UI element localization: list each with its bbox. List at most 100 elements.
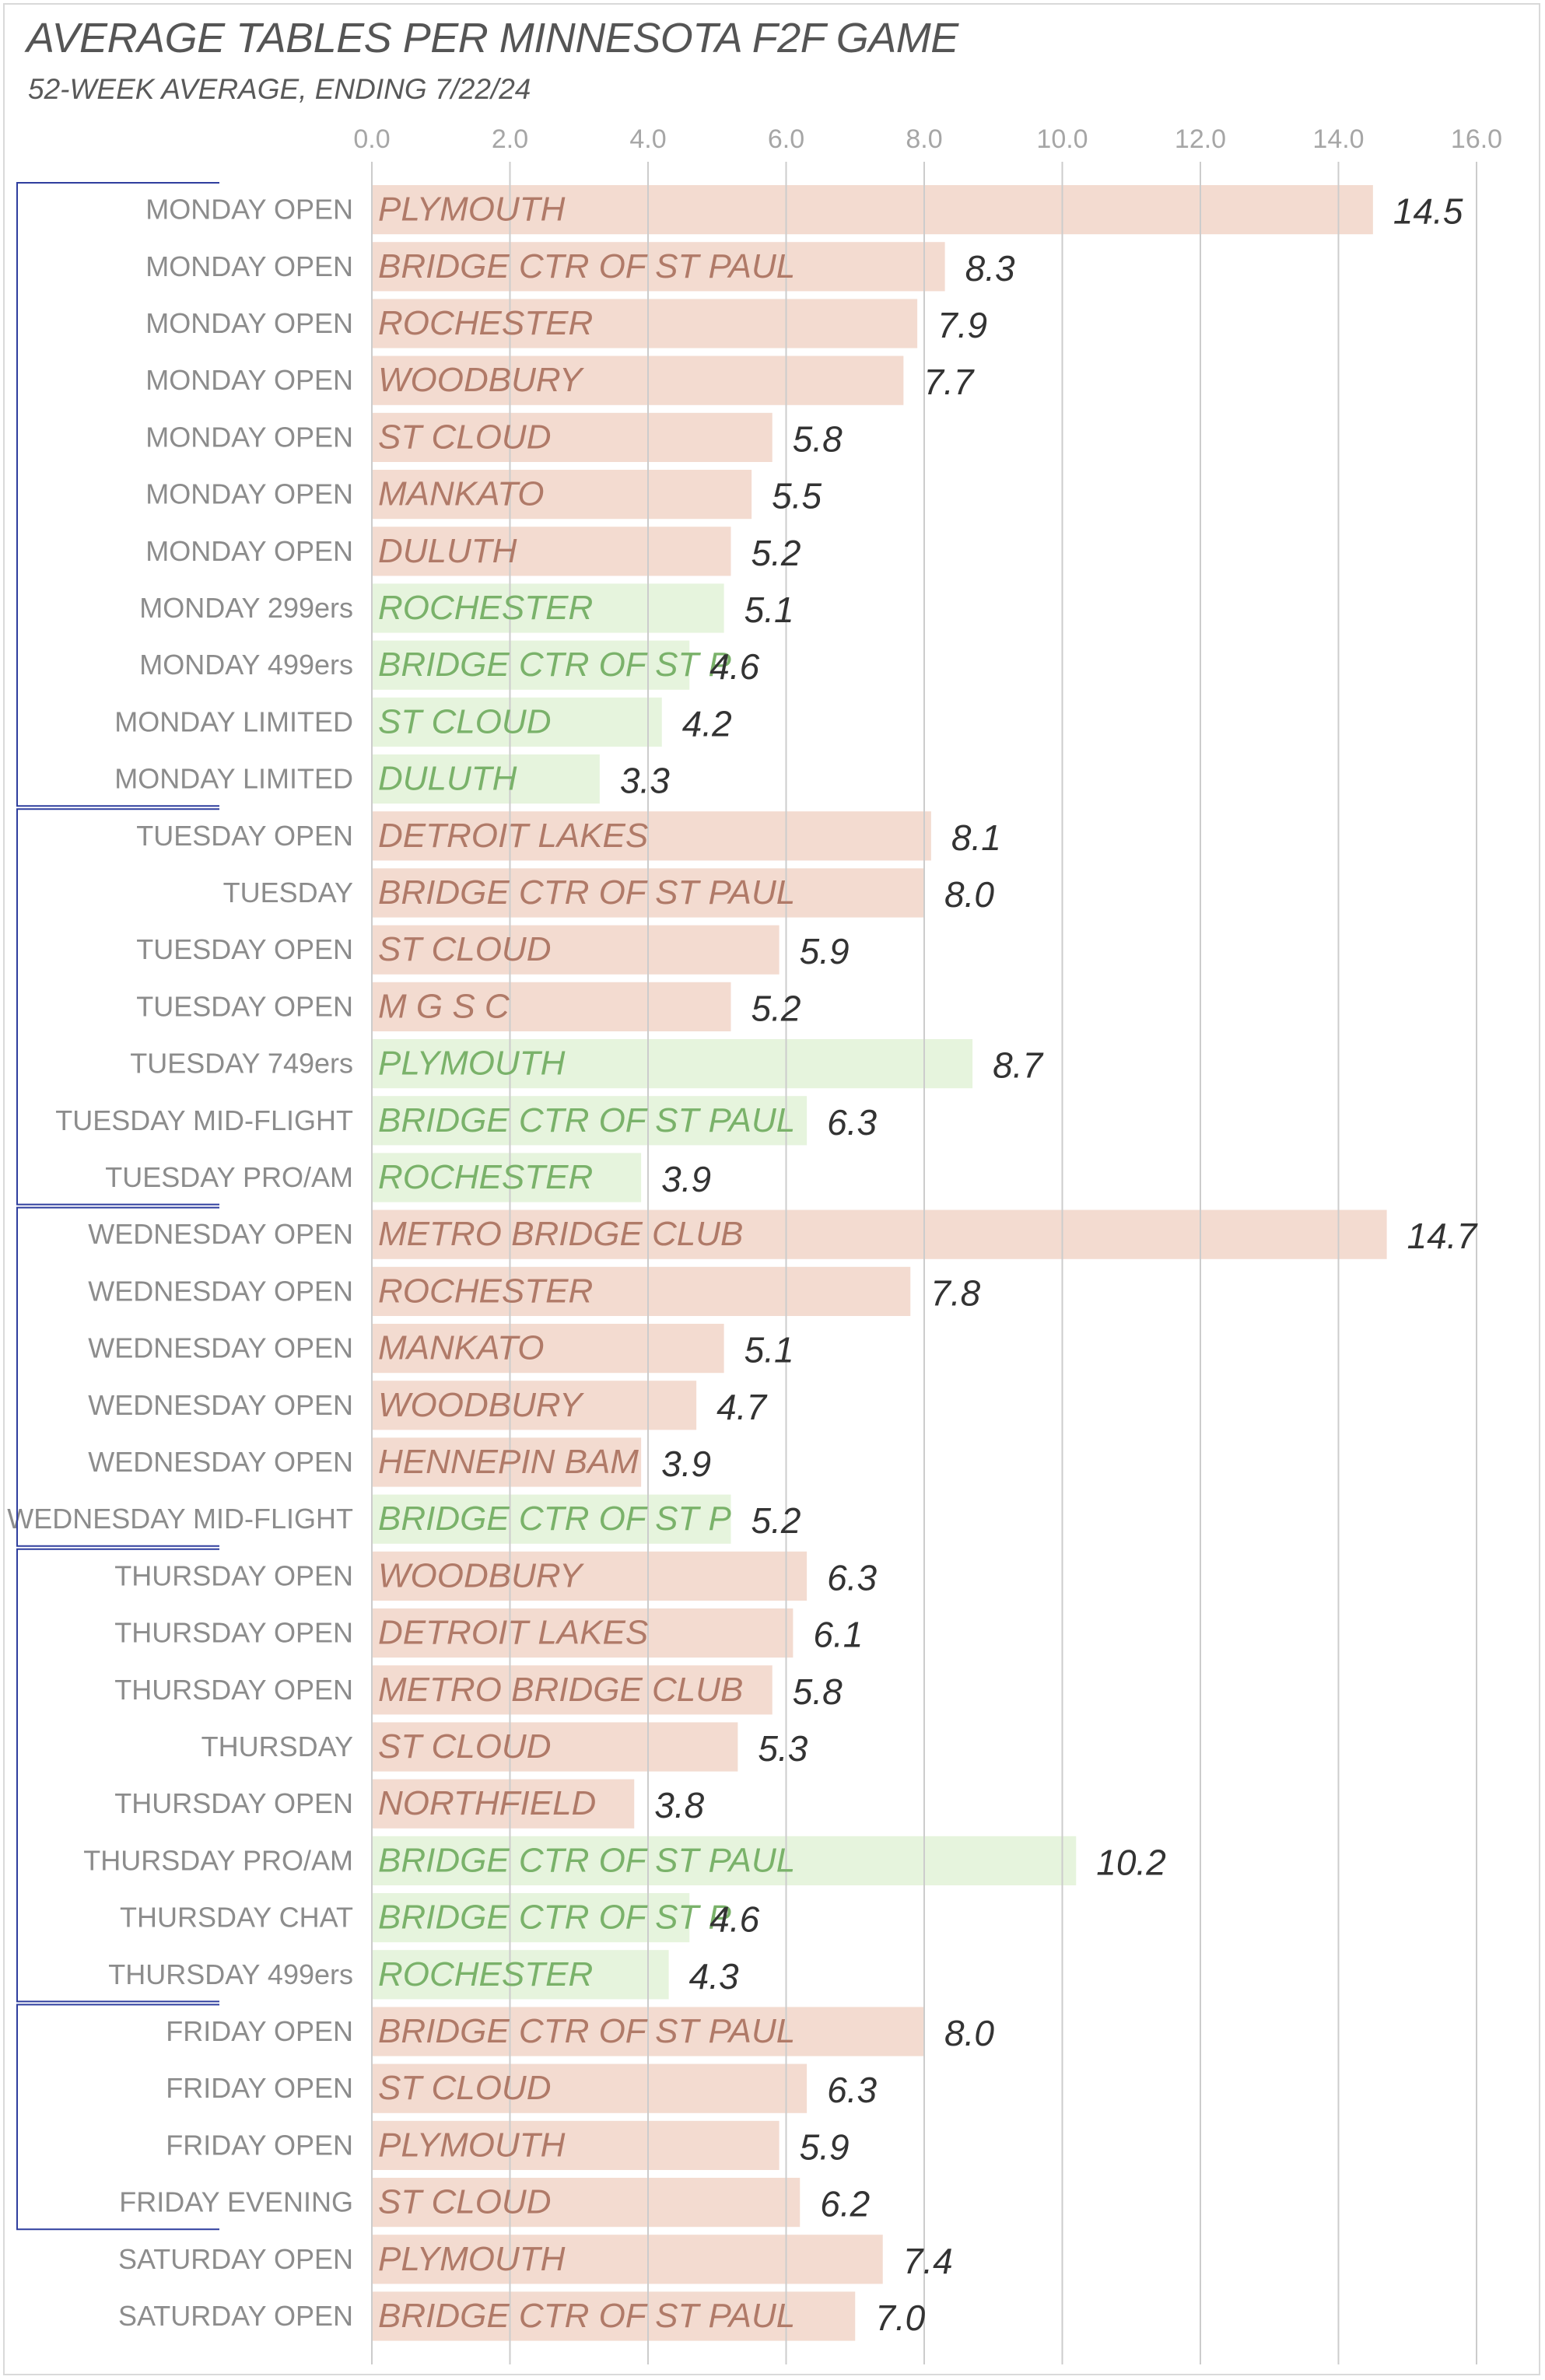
value-label: 6.3 <box>827 1557 877 1598</box>
category-label: WEDNESDAY OPEN <box>88 1446 353 1478</box>
x-tick-label: 14.0 <box>1312 124 1364 154</box>
bar <box>372 412 772 462</box>
bar <box>372 1893 690 1943</box>
bar <box>372 470 752 520</box>
bar-club-label: M G S C <box>378 987 510 1025</box>
category-label: MONDAY OPEN <box>145 194 353 226</box>
category-label: MONDAY OPEN <box>145 307 353 339</box>
category-label: MONDAY LIMITED <box>114 763 353 795</box>
category-label: FRIDAY OPEN <box>166 2072 353 2104</box>
bar-club-label: MANKATO <box>378 1329 545 1367</box>
bar <box>372 982 731 1031</box>
bar-club-label: BRIDGE CTR OF ST PAUL <box>378 873 795 912</box>
bar-club-label: WOODBURY <box>378 1556 584 1594</box>
bar <box>372 1722 738 1772</box>
value-label: 4.7 <box>716 1387 767 1427</box>
bar-club-label: BRIDGE CTR OF ST P <box>378 1500 732 1538</box>
category-label: TUESDAY PRO/AM <box>105 1161 353 1193</box>
x-tick-label: 0.0 <box>353 124 390 154</box>
category-label: WEDNESDAY OPEN <box>88 1389 353 1421</box>
value-label: 7.4 <box>903 2241 953 2281</box>
bar <box>372 1551 808 1601</box>
value-label: 3.3 <box>620 761 670 801</box>
category-label: FRIDAY EVENING <box>119 2186 353 2218</box>
bar <box>372 1665 772 1715</box>
x-tick-label: 12.0 <box>1175 124 1226 154</box>
bar <box>372 1324 724 1374</box>
bar-club-label: BRIDGE CTR OF ST PAUL <box>378 247 795 285</box>
x-tick-label: 10.0 <box>1036 124 1088 154</box>
bar-club-label: MANKATO <box>378 475 545 513</box>
value-label: 8.0 <box>944 874 994 915</box>
bar-club-label: BRIDGE CTR OF ST P <box>378 646 732 684</box>
bar <box>372 640 690 690</box>
category-label: MONDAY OPEN <box>145 250 353 282</box>
bar-club-label: BRIDGE CTR OF ST PAUL <box>378 1841 795 1879</box>
value-label: 7.8 <box>930 1272 980 1313</box>
bar-club-label: ROCHESTER <box>378 589 593 627</box>
bar <box>372 1039 973 1089</box>
value-label: 6.3 <box>827 1102 877 1143</box>
bar <box>372 1950 669 2000</box>
value-label: 14.5 <box>1393 191 1463 232</box>
x-tick-label: 8.0 <box>906 124 942 154</box>
category-label: MONDAY 499ers <box>139 649 353 681</box>
day-group-bracket <box>16 1206 219 1547</box>
bar-club-label: PLYMOUTH <box>378 2126 566 2164</box>
value-label: 5.5 <box>772 476 822 516</box>
bar-club-label: WOODBURY <box>378 1386 584 1424</box>
bar-club-label: ROCHESTER <box>378 304 593 342</box>
value-label: 4.3 <box>689 1956 739 1997</box>
bar-club-label: NORTHFIELD <box>378 1784 596 1822</box>
bar <box>372 185 1373 235</box>
category-label: WEDNESDAY OPEN <box>88 1275 353 1307</box>
x-tick-label: 16.0 <box>1451 124 1502 154</box>
day-group-bracket <box>16 182 219 807</box>
value-label: 8.3 <box>965 248 1015 289</box>
value-label: 7.7 <box>923 362 974 402</box>
bar-club-label: HENNEPIN BAM <box>378 1443 639 1481</box>
bar-club-label: BRIDGE CTR OF ST PAUL <box>378 1101 795 1139</box>
category-label: TUESDAY OPEN <box>136 820 353 852</box>
value-label: 5.9 <box>800 2126 850 2167</box>
day-group-bracket <box>16 808 219 1206</box>
bar <box>372 355 904 405</box>
category-label: THURSDAY OPEN <box>114 1617 353 1649</box>
value-label: 5.9 <box>800 931 850 971</box>
bar <box>372 583 724 633</box>
bar <box>372 299 918 348</box>
bar-club-label: ST CLOUD <box>378 418 551 456</box>
x-tick-label: 6.0 <box>768 124 804 154</box>
bar <box>372 2063 808 2113</box>
category-label: THURSDAY OPEN <box>114 1787 353 1819</box>
bar <box>372 811 931 861</box>
bar <box>372 1608 794 1658</box>
value-label: 6.3 <box>827 2070 877 2110</box>
day-group-bracket <box>16 1548 219 2003</box>
day-group-bracket <box>16 2004 219 2231</box>
bar-club-label: PLYMOUTH <box>378 1045 566 1083</box>
value-label: 5.2 <box>751 1500 801 1541</box>
value-label: 5.1 <box>744 1330 794 1370</box>
value-label: 8.1 <box>951 817 1001 858</box>
category-label: MONDAY LIMITED <box>114 705 353 737</box>
bar-club-label: ST CLOUD <box>378 2183 551 2221</box>
category-label: THURSDAY OPEN <box>114 1674 353 1706</box>
value-label: 3.9 <box>661 1159 711 1199</box>
value-label: 6.1 <box>813 1615 863 1655</box>
chart-frame <box>3 3 1540 2375</box>
bar <box>372 1096 808 1146</box>
bar-club-label: DETROIT LAKES <box>378 1614 648 1652</box>
bar <box>372 2120 780 2170</box>
x-tick-label: 4.0 <box>629 124 666 154</box>
bar <box>372 1153 642 1202</box>
category-label: WEDNESDAY MID-FLIGHT <box>7 1503 353 1535</box>
value-label: 4.6 <box>709 1899 759 1940</box>
bar-club-label: PLYMOUTH <box>378 2240 566 2278</box>
bar <box>372 242 945 292</box>
bar <box>372 925 780 975</box>
category-label: THURSDAY OPEN <box>114 1559 353 1591</box>
value-label: 3.8 <box>654 1785 704 1825</box>
bar-club-label: ROCHESTER <box>378 1158 593 1196</box>
